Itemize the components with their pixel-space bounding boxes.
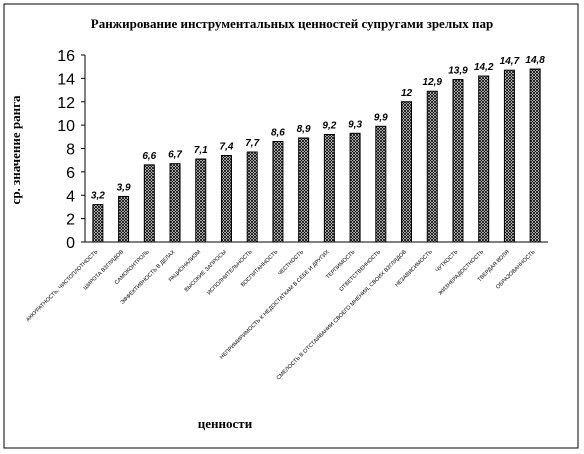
y-tick-label: 10 — [57, 118, 75, 135]
bar — [452, 79, 464, 243]
value-label: 12 — [401, 88, 413, 99]
value-label: 6,6 — [142, 151, 156, 162]
value-label: 7,4 — [220, 142, 234, 153]
y-tick-label: 14 — [57, 71, 75, 88]
bar — [426, 90, 438, 243]
bar — [503, 69, 515, 243]
value-label: 9,3 — [348, 119, 362, 130]
bar — [118, 195, 130, 243]
bar — [323, 133, 335, 243]
y-tick-label: 16 — [57, 48, 75, 65]
value-label: 13,9 — [448, 66, 468, 77]
bar — [143, 164, 155, 243]
y-tick-label: 8 — [66, 142, 75, 159]
bar — [401, 101, 413, 243]
value-label: 14,8 — [525, 55, 545, 66]
bar — [220, 155, 232, 243]
y-tick-label: 12 — [57, 95, 75, 112]
y-tick-label: 4 — [66, 188, 75, 205]
bar — [195, 158, 207, 243]
chart-title: Ранжирование инструментальных ценностей … — [91, 16, 493, 31]
bar — [272, 140, 284, 243]
value-label: 6,7 — [168, 150, 182, 161]
bar — [529, 68, 541, 243]
value-label: 7,7 — [245, 138, 259, 149]
value-label: 3,9 — [117, 182, 131, 193]
value-label: 12,9 — [423, 77, 443, 88]
value-label: 3,2 — [91, 191, 105, 202]
x-axis-title: ценности — [198, 416, 253, 431]
y-axis-title: ср. значение ранга — [8, 95, 23, 204]
value-label: 9,9 — [374, 112, 388, 123]
y-tick-label: 0 — [66, 235, 75, 252]
value-label: 7,1 — [194, 145, 208, 156]
bar — [246, 151, 258, 243]
value-label: 8,6 — [271, 127, 285, 138]
bar — [169, 163, 181, 243]
bar — [92, 204, 104, 243]
y-tick-label: 2 — [66, 212, 75, 229]
value-label: 14,2 — [474, 62, 494, 73]
bar — [478, 75, 490, 243]
bar — [298, 137, 310, 243]
value-label: 8,9 — [297, 124, 311, 135]
value-label: 9,2 — [322, 120, 336, 131]
bar — [375, 125, 387, 243]
value-label: 14,7 — [500, 56, 520, 67]
y-tick-label: 6 — [66, 165, 75, 182]
bar — [349, 132, 361, 243]
